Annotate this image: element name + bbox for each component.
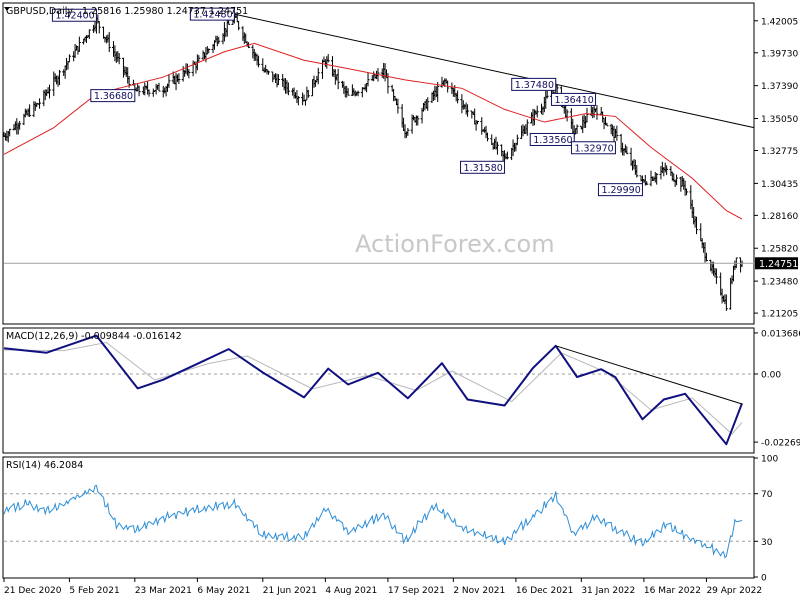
x-tick-label: 23 Mar 2021: [135, 586, 192, 596]
price-annotation-label: 1.32970: [574, 143, 613, 154]
price-tick-label: 1.21205: [761, 310, 798, 320]
price-annotation-box: [597, 183, 643, 197]
rsi-tick-label: 70: [761, 490, 773, 500]
x-tick-label: 17 Sep 2021: [388, 586, 445, 596]
price-annotation-label: 1.36410: [555, 95, 594, 106]
x-tick-label: 31 Jan 2022: [581, 586, 635, 596]
x-tick-label: 29 Apr 2022: [706, 586, 762, 596]
rsi-axis-ticks: 100 70 30 0: [754, 455, 778, 584]
symbol-label: GBPUSD,Daily: [6, 6, 73, 17]
price-tick-label: 1.37390: [761, 82, 798, 92]
price-annotation-label: 1.37480: [515, 80, 554, 91]
price-annotation-label: 1.42400: [55, 11, 94, 22]
price-tick-label: 1.35050: [761, 115, 798, 125]
price-annotation-label: 1.33560: [533, 135, 572, 146]
rsi-tick-label: 30: [761, 538, 773, 548]
x-tick-label: 21 Dec 2020: [4, 586, 62, 596]
rsi-tick-label: 0: [761, 574, 767, 584]
x-tick-label: 5 Feb 2021: [69, 586, 119, 596]
price-tick-label: 1.28160: [761, 212, 798, 222]
price-annotation-box: [51, 8, 97, 22]
moving-average-layer: [3, 42, 743, 220]
macd-tick-label: 0.00: [761, 371, 781, 381]
price-annotation-box: [551, 92, 597, 106]
price-tick-label: 1.32775: [761, 147, 798, 157]
price-annotation-label: 1.31580: [464, 163, 503, 174]
rsi-line: [3, 484, 743, 559]
price-trendline: [234, 13, 755, 129]
price-tick-label: 1.25820: [761, 245, 798, 255]
rsi-title: RSI(14) 46.2084: [6, 460, 83, 471]
x-tick-label: 21 Jun 2021: [263, 586, 317, 596]
price-trendline-layer: [234, 13, 755, 129]
macd-trendline: [555, 345, 743, 405]
x-tick-label: 16 Mar 2022: [644, 586, 701, 596]
price-tick-label: 1.30435: [761, 180, 798, 190]
price-tick-label: 1.42005: [761, 17, 798, 27]
price-annotations: 1.42400 1.36680 1.42480 1.31580 1.33560 1.374…: [51, 7, 643, 197]
price-annotation-box: [570, 141, 616, 155]
moving-average-line: [3, 42, 743, 220]
x-tick-label: 4 Aug 2021: [325, 586, 377, 596]
x-tick-label: 16 Dec 2021: [516, 586, 574, 596]
current-price-label: 1.24751: [759, 259, 798, 270]
price-annotation-box: [90, 89, 136, 103]
x-tick-label: 6 May 2021: [197, 586, 250, 596]
price-annotation-label: 1.36680: [94, 91, 133, 102]
x-tick-label: 2 Nov 2021: [453, 586, 505, 596]
price-bars: [2, 11, 744, 311]
rsi-tick-label: 100: [761, 455, 778, 465]
price-annotation-box: [511, 77, 557, 91]
macd-line: [3, 334, 743, 446]
price-annotation-box: [529, 132, 575, 146]
macd-tick-label: 0.013686: [761, 329, 800, 339]
price-annotation-label: 1.29990: [601, 185, 640, 196]
price-annotation-box: [460, 160, 506, 174]
chart-menu-arrow-icon[interactable]: [4, 7, 10, 11]
macd-tick-label: -0.022698: [761, 439, 800, 449]
price-annotation-label: 1.42480: [193, 10, 232, 21]
price-annotation-box: [189, 7, 235, 21]
rsi-panel-frame: [2, 456, 755, 579]
price-tick-label: 1.23480: [761, 278, 798, 288]
ohlc-label: 1.25816 1.25980 1.24737 1.24751: [82, 6, 248, 17]
price-chart-title: GBPUSD,Daily 1.25816 1.25980 1.24737 1.2…: [6, 6, 248, 17]
current-price-box: [755, 257, 798, 270]
rsi-layer: [3, 484, 754, 559]
x-axis-ticks: 21 Dec 2020 5 Feb 2021 23 Mar 2021 6 May 20…: [3, 578, 762, 596]
price-panel-frame: [2, 2, 755, 325]
price-tick-label: 1.39730: [761, 49, 798, 59]
watermark-text: ActionForex.com: [355, 230, 555, 258]
macd-layer: [3, 334, 754, 446]
macd-axis-ticks: 0.013686 0.00 -0.022698: [754, 329, 800, 449]
macd-title: MACD(12,26,9) -0.009844 -0.016142: [6, 331, 182, 342]
macd-panel-frame: [2, 327, 755, 454]
price-axis-ticks: 1.42005 1.39730 1.37390 1.35050 1.32775 1.304…: [754, 17, 798, 320]
